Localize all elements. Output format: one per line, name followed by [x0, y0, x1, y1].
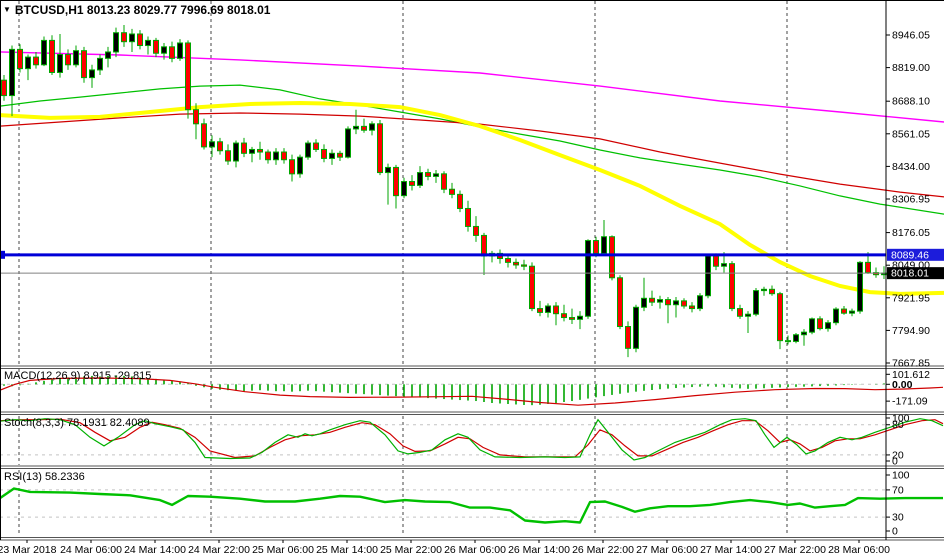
price-tick-label: 8306.95: [892, 194, 930, 206]
price-tick-label: 8176.05: [892, 227, 930, 239]
rsi-line: [0, 487, 943, 524]
price-tick-label: -171.09: [892, 396, 928, 408]
ma-magenta-line: [0, 51, 944, 123]
price-tick-label: 100: [892, 413, 910, 425]
time-tick-label: 26 Mar 14:00: [508, 544, 570, 556]
symbol-dropdown-icon[interactable]: ▼: [3, 5, 11, 14]
ask-line-anchor: [0, 250, 5, 259]
symbol-ohlc-text: BTCUSD,H1 8013.23 8029.77 7996.69 8018.0…: [14, 3, 271, 17]
macd-panel: [0, 375, 944, 406]
time-tick-label: 28 Mar 06:00: [828, 544, 890, 556]
ask-price-badge: 8089.46: [891, 249, 929, 261]
price-axis[interactable]: 8946.05 8819.00 8688.10 8561.05 8434.00 8306.…: [886, 30, 930, 538]
stoch-k-line: [0, 418, 944, 461]
price-tick-label: 8819.00: [892, 62, 930, 74]
price-tick-label: 0: [892, 526, 898, 538]
price-tick-label: 70: [892, 484, 904, 496]
time-tick-label: 26 Mar 22:00: [572, 544, 634, 556]
time-tick-label: 23 Mar 2018: [0, 544, 57, 556]
price-tick-label: 7921.95: [892, 292, 930, 304]
stoch-panel: [0, 418, 944, 461]
macd-indicator-label: MACD(12,26,9) 8.915 -29.815: [4, 370, 152, 382]
ma-green-line: [0, 84, 944, 215]
price-tick-label: 7794.90: [892, 325, 930, 337]
chart-title: ▼ BTCUSD,H1 8013.23 8029.77 7996.69 8018…: [3, 3, 270, 17]
panel-frame: [0, 0, 944, 541]
price-tick-label: 100: [892, 470, 910, 482]
price-tick-label: 0.00: [892, 379, 913, 391]
bid-price-badge: 8018.01: [891, 268, 929, 280]
time-tick-label: 26 Mar 06:00: [444, 544, 506, 556]
stoch-d-line: [0, 418, 944, 459]
price-tick-label: 8561.05: [892, 128, 930, 140]
time-tick-label: 27 Mar 14:00: [700, 544, 762, 556]
time-tick-label: 27 Mar 22:00: [764, 544, 826, 556]
time-axis[interactable]: 23 Mar 2018 24 Mar 06:00 24 Mar 14:00 24 Ma…: [0, 540, 890, 556]
price-badges: 8089.46 8018.01: [887, 248, 944, 280]
macd-signal-line: [0, 377, 944, 406]
price-tick-label: 8946.05: [892, 30, 930, 42]
rsi-indicator-label: RSI(13) 58.2336: [4, 471, 85, 483]
moving-averages: [0, 51, 944, 296]
rsi-panel: [0, 487, 943, 524]
ma-yellow-line: [0, 100, 944, 296]
price-tick-label: 8434.00: [892, 161, 930, 173]
price-lines: [0, 250, 886, 274]
time-tick-label: 24 Mar 06:00: [60, 544, 122, 556]
price-tick-label: 7667.85: [892, 358, 930, 370]
price-tick-label: 30: [892, 512, 904, 524]
time-tick-label: 25 Mar 22:00: [380, 544, 442, 556]
grid-lines: [18, 1, 788, 536]
stoch-indicator-label: Stoch(8,3,3) 78.1931 82.4089: [4, 417, 150, 429]
price-tick-label: 0: [892, 456, 898, 468]
candles-layer: [1, 25, 887, 358]
price-tick-label: 101.612: [892, 369, 930, 381]
price-tick-label: 20: [892, 449, 904, 461]
price-tick-label: 80: [892, 419, 904, 431]
time-tick-label: 27 Mar 06:00: [636, 544, 698, 556]
time-tick-label: 25 Mar 06:00: [252, 544, 314, 556]
price-tick-label: 8688.10: [892, 96, 930, 108]
time-tick-label: 24 Mar 14:00: [124, 544, 186, 556]
time-tick-label: 24 Mar 22:00: [188, 544, 250, 556]
time-tick-label: 25 Mar 14:00: [316, 544, 378, 556]
